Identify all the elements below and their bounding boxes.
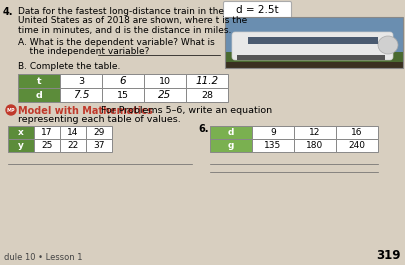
FancyBboxPatch shape: [34, 126, 60, 139]
FancyBboxPatch shape: [232, 32, 393, 60]
FancyBboxPatch shape: [294, 139, 336, 152]
Text: A. What is the dependent variable? What is: A. What is the dependent variable? What …: [18, 38, 215, 47]
FancyBboxPatch shape: [336, 126, 378, 139]
Text: MP: MP: [7, 108, 15, 113]
Text: Model with Mathematics: Model with Mathematics: [18, 106, 153, 116]
Text: 15: 15: [117, 91, 129, 99]
Text: 12: 12: [309, 128, 321, 137]
Bar: [248, 37, 378, 44]
Text: the independent variable?: the independent variable?: [18, 47, 149, 56]
Bar: [225, 60, 403, 68]
Bar: [225, 52, 403, 62]
Ellipse shape: [378, 36, 398, 54]
FancyBboxPatch shape: [336, 139, 378, 152]
FancyBboxPatch shape: [86, 126, 112, 139]
Text: For Problems 5–6, write an equation: For Problems 5–6, write an equation: [98, 106, 272, 115]
FancyBboxPatch shape: [60, 126, 86, 139]
FancyBboxPatch shape: [186, 88, 228, 102]
FancyBboxPatch shape: [60, 139, 86, 152]
Text: time in minutes, and d is the distance in miles.: time in minutes, and d is the distance i…: [18, 26, 231, 35]
Text: g: g: [228, 141, 234, 150]
FancyBboxPatch shape: [224, 2, 292, 19]
Text: 4.: 4.: [3, 7, 13, 17]
Text: 17: 17: [41, 128, 53, 137]
Text: 37: 37: [93, 141, 105, 150]
Text: 25: 25: [158, 90, 172, 100]
Text: 10: 10: [159, 77, 171, 86]
FancyBboxPatch shape: [8, 139, 34, 152]
FancyBboxPatch shape: [144, 88, 186, 102]
Text: t: t: [37, 77, 41, 86]
Text: dule 10 • Lesson 1: dule 10 • Lesson 1: [4, 253, 83, 262]
FancyBboxPatch shape: [18, 74, 60, 88]
FancyBboxPatch shape: [210, 139, 252, 152]
Text: 3: 3: [78, 77, 84, 86]
Text: 22: 22: [67, 141, 79, 150]
Text: y: y: [18, 141, 24, 150]
Text: 28: 28: [201, 91, 213, 99]
Text: d: d: [36, 91, 43, 99]
FancyBboxPatch shape: [60, 74, 102, 88]
FancyBboxPatch shape: [186, 74, 228, 88]
Text: x: x: [18, 128, 24, 137]
Text: United States as of 2018 are shown, where t is the: United States as of 2018 are shown, wher…: [18, 16, 247, 25]
Text: 25: 25: [41, 141, 53, 150]
Text: 9: 9: [270, 128, 276, 137]
Text: 7.5: 7.5: [73, 90, 89, 100]
Text: B. Complete the table.: B. Complete the table.: [18, 62, 120, 71]
Circle shape: [6, 105, 16, 115]
Bar: [225, 17, 403, 68]
FancyBboxPatch shape: [60, 88, 102, 102]
FancyBboxPatch shape: [144, 74, 186, 88]
FancyBboxPatch shape: [210, 126, 252, 139]
Text: 319: 319: [377, 249, 401, 262]
Text: d: d: [228, 128, 234, 137]
Bar: [237, 55, 385, 60]
Text: 6: 6: [120, 76, 126, 86]
Text: representing each table of values.: representing each table of values.: [18, 116, 181, 125]
Text: Data for the fastest long-distance train in the: Data for the fastest long-distance train…: [18, 7, 224, 16]
Text: 240: 240: [348, 141, 365, 150]
Bar: [225, 17, 403, 67]
FancyBboxPatch shape: [34, 139, 60, 152]
FancyBboxPatch shape: [86, 139, 112, 152]
FancyBboxPatch shape: [252, 139, 294, 152]
Text: d = 2.5t: d = 2.5t: [236, 5, 279, 15]
Text: 16: 16: [351, 128, 363, 137]
Text: 6.: 6.: [198, 124, 209, 134]
Text: 11.2: 11.2: [196, 76, 219, 86]
FancyBboxPatch shape: [294, 126, 336, 139]
Text: 135: 135: [264, 141, 281, 150]
Text: 14: 14: [67, 128, 79, 137]
Text: 29: 29: [93, 128, 104, 137]
FancyBboxPatch shape: [252, 126, 294, 139]
FancyBboxPatch shape: [8, 126, 34, 139]
Text: 180: 180: [306, 141, 324, 150]
FancyBboxPatch shape: [102, 88, 144, 102]
FancyBboxPatch shape: [102, 74, 144, 88]
FancyBboxPatch shape: [18, 88, 60, 102]
